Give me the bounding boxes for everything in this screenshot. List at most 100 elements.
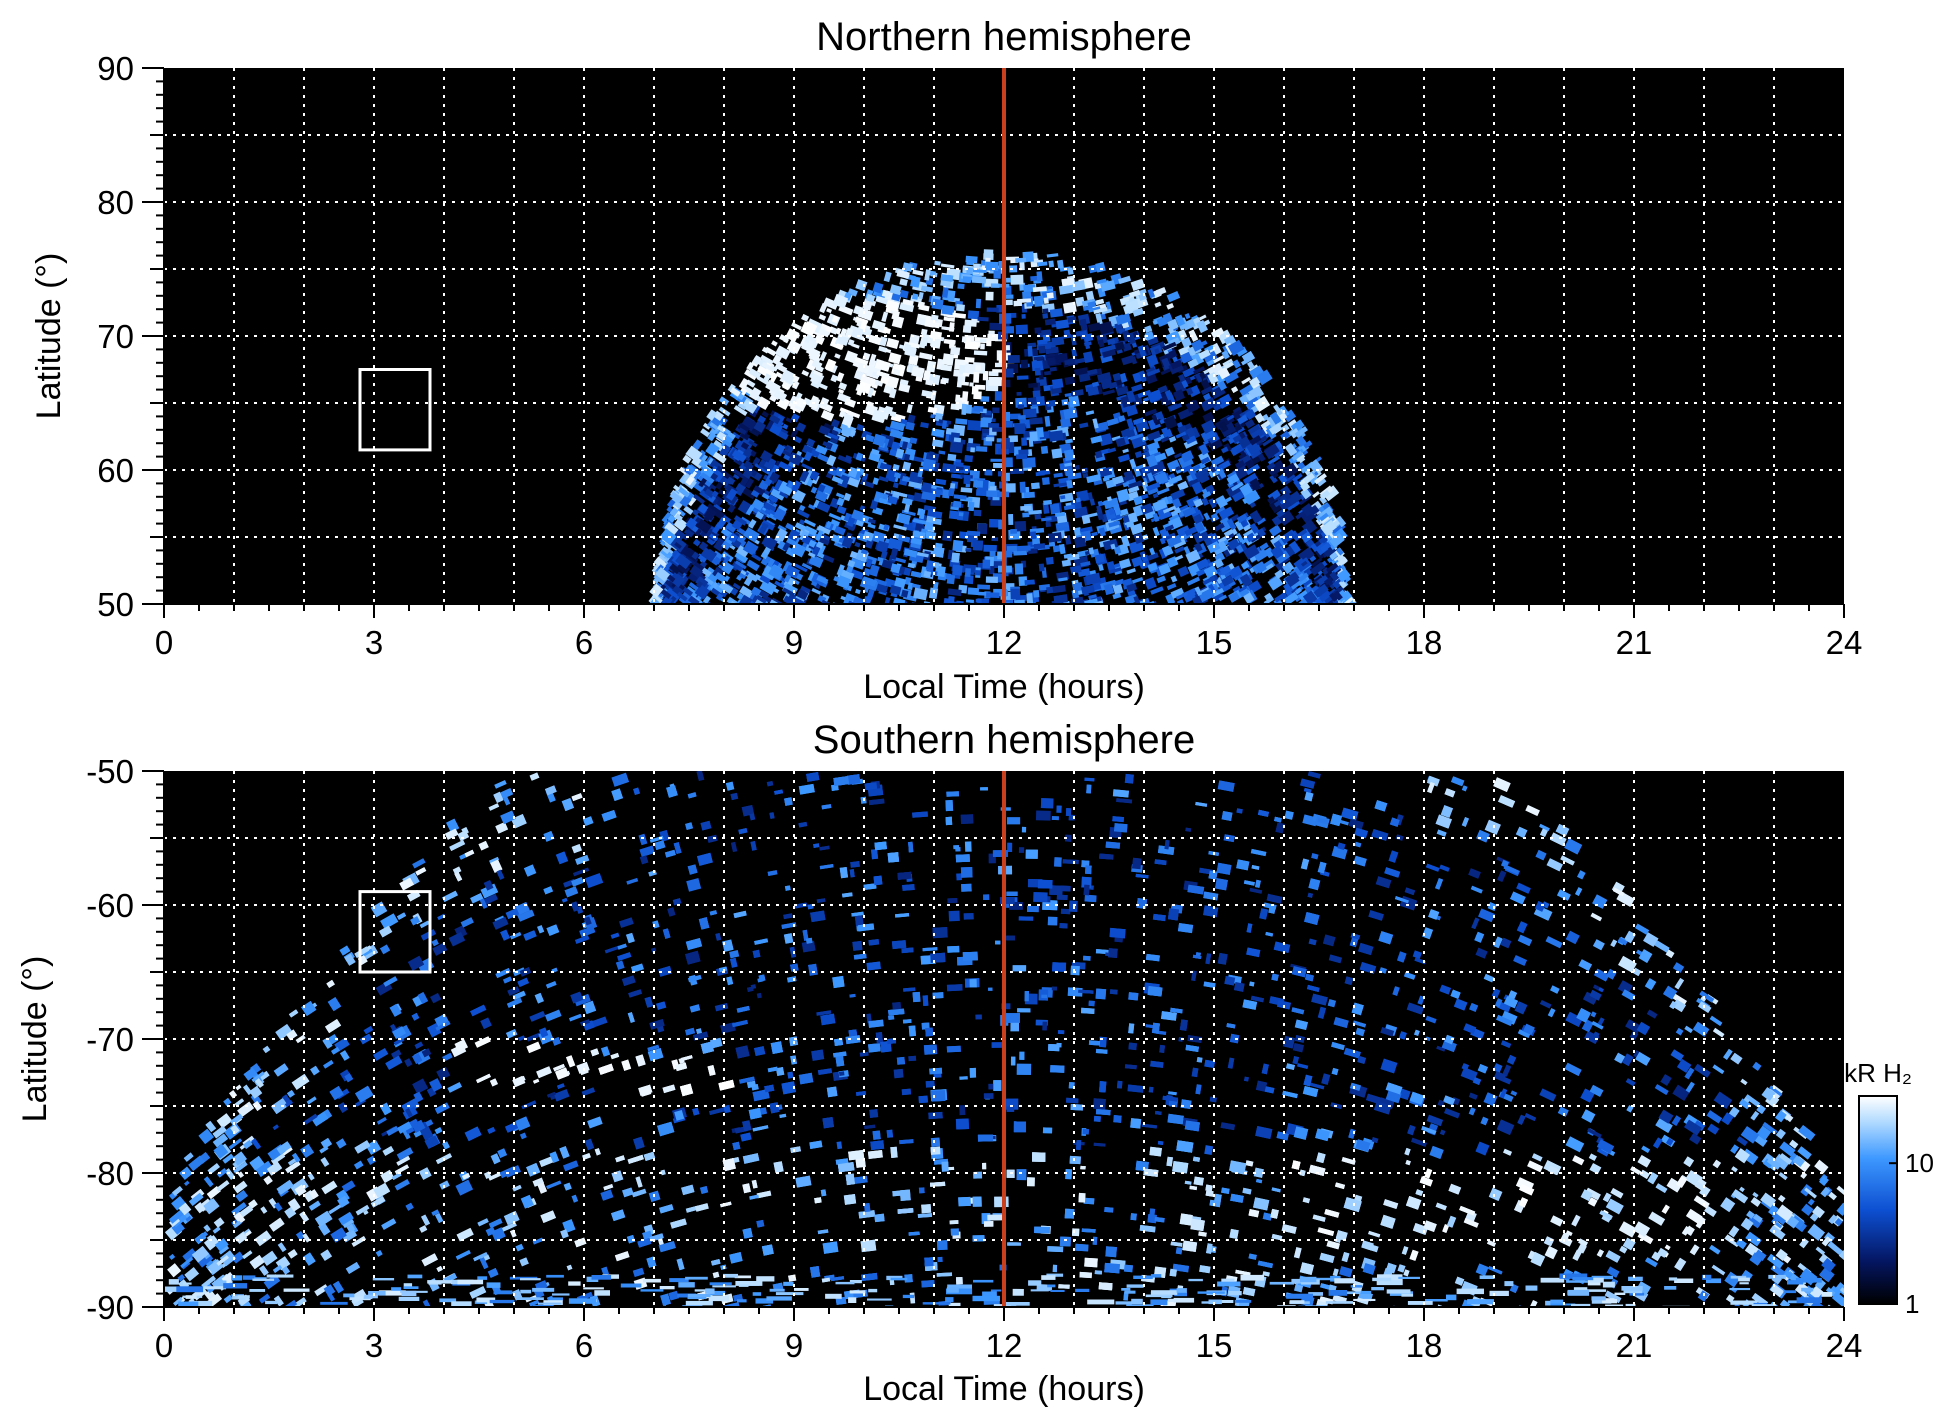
emission-cell xyxy=(1175,431,1187,439)
emission-cell xyxy=(963,474,971,485)
emission-cell xyxy=(1112,372,1122,382)
emission-cell xyxy=(1182,366,1197,378)
emission-cell xyxy=(847,559,856,568)
emission-cell xyxy=(700,547,717,563)
emission-cell xyxy=(1198,472,1210,484)
emission-cell xyxy=(756,396,771,411)
emission-cell xyxy=(951,552,960,563)
emission-cell xyxy=(801,339,814,352)
emission-cell xyxy=(1092,381,1100,387)
emission-cell xyxy=(1243,544,1260,560)
emission-cell xyxy=(888,352,902,365)
emission-cell xyxy=(778,480,795,496)
emission-cell xyxy=(685,475,695,486)
emission-cell xyxy=(1064,392,1072,397)
emission-cell xyxy=(950,346,961,356)
emission-cell xyxy=(799,585,811,595)
emission-cell xyxy=(854,542,861,548)
emission-cell xyxy=(694,584,710,600)
emission-cell xyxy=(967,587,980,596)
emission-cell xyxy=(1269,474,1278,484)
emission-cell xyxy=(663,587,681,604)
emission-cell xyxy=(1147,430,1161,441)
emission-cell xyxy=(1267,455,1281,466)
emission-cell xyxy=(861,576,877,587)
emission-cell xyxy=(768,564,785,580)
emission-cell xyxy=(1278,497,1292,511)
emission-cell xyxy=(1128,539,1145,554)
emission-cell xyxy=(1044,318,1056,326)
emission-cell xyxy=(1282,564,1292,575)
emission-cell xyxy=(1294,426,1308,438)
emission-cell xyxy=(818,314,827,321)
emission-cell xyxy=(1239,384,1255,398)
emission-cell xyxy=(918,292,924,300)
emission-cell xyxy=(1217,380,1228,391)
emission-cell xyxy=(748,368,762,379)
emission-cell xyxy=(817,525,831,535)
emission-cell xyxy=(1079,318,1088,331)
emission-cell xyxy=(1063,449,1075,462)
emission-cell xyxy=(1174,554,1184,561)
emission-cell xyxy=(750,489,760,498)
emission-cell xyxy=(924,520,934,531)
emission-cell xyxy=(1083,337,1091,350)
emission-cell xyxy=(815,444,828,455)
emission-cell xyxy=(825,472,833,479)
emission-cell xyxy=(893,491,908,498)
emission-cell xyxy=(723,575,731,582)
emission-cell xyxy=(1120,535,1130,548)
emission-cell xyxy=(976,523,988,535)
emission-cell xyxy=(1200,386,1213,396)
emission-cell xyxy=(742,468,753,479)
emission-cell xyxy=(1201,497,1210,506)
emission-cell xyxy=(1313,583,1329,598)
emission-cell xyxy=(782,587,795,597)
emission-cell xyxy=(1036,271,1043,282)
emission-cell xyxy=(696,603,712,604)
emission-cell xyxy=(1259,542,1269,551)
emission-cell xyxy=(1208,438,1223,451)
emission-cell xyxy=(975,489,988,497)
emission-cell xyxy=(1029,417,1043,425)
emission-cell xyxy=(667,556,681,570)
emission-cell xyxy=(1238,452,1247,460)
emission-cell xyxy=(1298,572,1309,582)
emission-cell xyxy=(168,1253,176,1261)
emission-cell xyxy=(1080,530,1092,538)
emission-cell xyxy=(1253,395,1271,412)
emission-cell xyxy=(1128,480,1143,490)
emission-cell xyxy=(1134,450,1143,459)
emission-cell xyxy=(901,589,909,598)
emission-cell xyxy=(1122,578,1133,587)
emission-cell xyxy=(973,405,984,412)
emission-cell xyxy=(750,586,761,597)
x-tick-label: 3 xyxy=(365,624,383,661)
emission-cell xyxy=(890,563,901,574)
emission-cell xyxy=(739,475,750,487)
emission-cell xyxy=(816,382,828,391)
emission-cell xyxy=(777,524,787,533)
emission-cell xyxy=(1336,568,1351,583)
emission-cell xyxy=(1008,513,1014,525)
emission-cell xyxy=(1226,431,1241,445)
emission-cell xyxy=(1170,587,1185,599)
emission-cell xyxy=(1085,290,1095,301)
emission-cell xyxy=(1100,279,1116,292)
emission-cell xyxy=(707,573,718,583)
emission-cell xyxy=(1225,496,1233,503)
emission-cell xyxy=(1295,435,1307,448)
emission-cell xyxy=(1020,359,1029,369)
emission-cell xyxy=(812,369,824,378)
emission-cell xyxy=(977,584,991,590)
emission-cell xyxy=(780,369,796,384)
emission-cell xyxy=(1329,551,1338,561)
emission-cell xyxy=(808,354,821,363)
emission-cell xyxy=(785,522,795,531)
emission-cell xyxy=(685,464,696,475)
emission-cell xyxy=(893,524,907,531)
emission-cell xyxy=(1146,552,1159,561)
emission-cell xyxy=(1071,348,1078,357)
emission-cell xyxy=(985,261,999,271)
emission-cell xyxy=(847,339,855,347)
